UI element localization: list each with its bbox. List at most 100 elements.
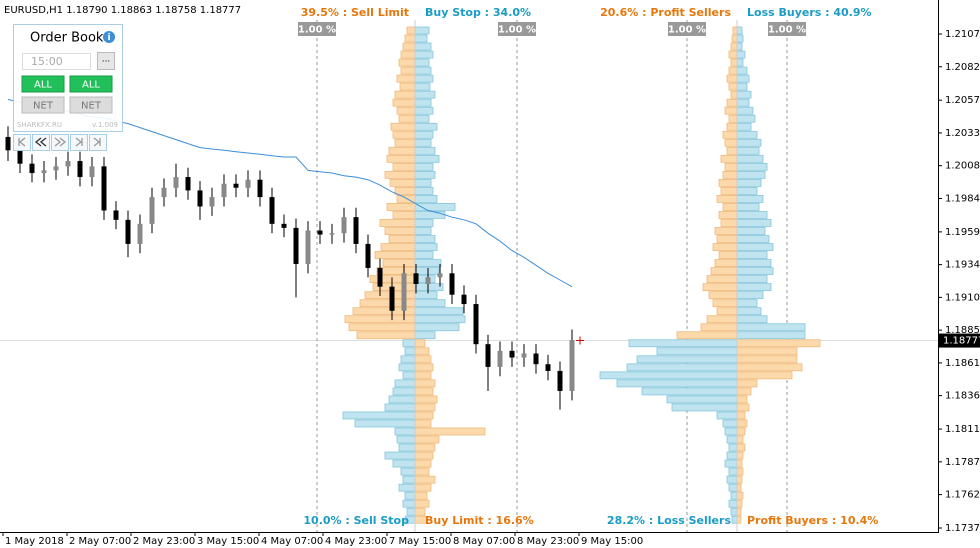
browse-button[interactable]	[97, 52, 115, 70]
price-tick-label: 1.18610	[945, 358, 980, 369]
time-label: 2 May 07:00	[69, 536, 131, 547]
nav-icon[interactable]	[75, 137, 83, 147]
depth-bar	[414, 130, 434, 139]
panel-title: Order Book	[30, 31, 104, 46]
nav-icon[interactable]	[18, 137, 26, 147]
nav-button[interactable]	[70, 134, 88, 151]
depth-bar	[728, 50, 738, 59]
depth-bar	[414, 154, 440, 163]
depth-bar	[402, 499, 416, 508]
panel-button-text[interactable]: NET	[81, 101, 102, 112]
panel-button[interactable]	[21, 75, 65, 93]
nav-icon[interactable]	[54, 137, 67, 147]
time-input[interactable]	[22, 53, 91, 70]
depth-bar	[414, 291, 438, 300]
scale-box	[298, 22, 336, 36]
price-tick-label: 1.20085	[945, 161, 980, 172]
time-text[interactable]: 15:00	[31, 55, 63, 68]
panel-button-text[interactable]: NET	[33, 101, 54, 112]
depth-bar	[736, 403, 750, 412]
nav-icon[interactable]	[93, 137, 101, 147]
depth-bar	[736, 371, 793, 380]
nav-frame[interactable]	[13, 134, 31, 151]
info-icon[interactable]	[103, 31, 115, 43]
depth-bar	[414, 419, 432, 428]
depth-bar	[402, 475, 416, 484]
depth-bar	[722, 203, 738, 211]
depth-bar	[736, 347, 798, 356]
depth-bar	[396, 435, 416, 444]
candle-body	[173, 177, 179, 188]
depth-bar	[398, 483, 416, 492]
depth-bar	[720, 219, 738, 227]
depth-bar	[414, 211, 446, 219]
depth-bar	[736, 42, 743, 51]
depth-bar	[414, 499, 430, 508]
depth-bar	[736, 259, 772, 267]
depth-bar	[414, 443, 436, 452]
depth-bar	[726, 122, 738, 131]
price-tick-label: 1.21070	[945, 29, 980, 40]
nav-button[interactable]	[32, 134, 50, 151]
depth-bar	[730, 42, 738, 51]
depth-bar	[736, 122, 752, 131]
candle-body	[77, 161, 83, 178]
info-text[interactable]: i	[107, 33, 110, 43]
nav-button[interactable]	[13, 134, 31, 151]
depth-bar	[414, 379, 436, 388]
depth-bar	[736, 203, 760, 211]
panel-button-text[interactable]: ALL	[82, 80, 100, 91]
depth-bar	[392, 130, 416, 139]
candle-body	[437, 273, 443, 278]
candle-body	[269, 197, 275, 224]
depth-bar	[414, 219, 434, 227]
candle-body	[221, 183, 227, 198]
depth-bar	[376, 267, 416, 276]
depth-bar	[414, 403, 436, 412]
candle-body	[257, 179, 263, 198]
nav-button[interactable]	[51, 134, 69, 151]
depth-bar	[414, 475, 436, 484]
depth-bar	[380, 243, 416, 251]
candle-body	[569, 340, 575, 391]
depth-bar	[736, 178, 762, 187]
crosshair	[576, 336, 584, 345]
depth-bar	[736, 427, 746, 436]
depth-bar	[726, 74, 738, 83]
depth-bar	[402, 339, 416, 348]
depth-bar	[414, 507, 426, 516]
candle-body	[161, 187, 167, 198]
depth-bar	[728, 499, 738, 508]
nav-frame[interactable]	[70, 134, 88, 151]
depth-bar	[736, 363, 803, 372]
price-tick-label: 1.17375	[945, 523, 980, 534]
depth-bar	[736, 90, 752, 99]
candle-body	[5, 136, 11, 151]
price-tick-label: 1.19345	[945, 260, 980, 271]
candle-body	[341, 217, 347, 234]
nav-icon[interactable]	[34, 137, 47, 147]
panel-button-text[interactable]: ALL	[34, 80, 52, 91]
depth-bar	[736, 459, 743, 468]
candle-body	[485, 344, 491, 367]
time-label: 8 May 07:00	[453, 536, 515, 547]
price-tick-label: 1.19590	[945, 227, 980, 238]
panel-button[interactable]	[69, 75, 113, 93]
candle-body	[545, 364, 551, 371]
depth-bar	[736, 114, 756, 123]
depth-bar	[414, 227, 432, 235]
current-price-box	[939, 333, 980, 348]
depth-bar	[724, 106, 738, 115]
panel-button[interactable]	[21, 96, 65, 114]
depth-bar	[728, 114, 738, 123]
panel-button[interactable]	[69, 96, 113, 114]
browse-text[interactable]: ...	[102, 55, 111, 65]
time-label: 3 May 15:00	[197, 536, 259, 547]
price-tick-label: 1.18855	[945, 325, 980, 336]
time-label: 8 May 23:00	[517, 536, 579, 547]
depth-bar	[414, 186, 434, 195]
nav-button[interactable]	[89, 134, 107, 151]
depth-bar	[700, 323, 738, 332]
candle-body	[89, 166, 95, 178]
